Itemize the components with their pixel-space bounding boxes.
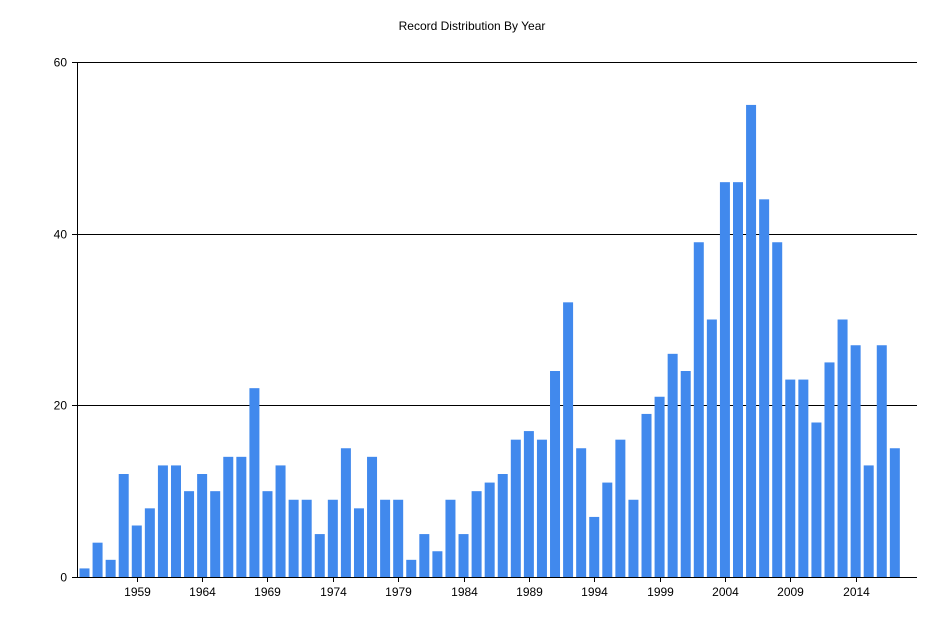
x-tick-label-2014: 2014 [843, 585, 870, 599]
bar-1997 [628, 499, 639, 577]
bar-2001 [680, 371, 691, 577]
bar-1970 [275, 465, 286, 577]
bar-2008 [772, 242, 783, 577]
bar-1989 [523, 431, 534, 577]
x-tick-label-2004: 2004 [712, 585, 739, 599]
chart-title: Record Distribution By Year [399, 19, 546, 33]
bar-1982 [432, 551, 443, 577]
bar-2006 [746, 104, 757, 578]
x-tick-label-1959: 1959 [124, 585, 151, 599]
bar-1985 [471, 491, 482, 577]
bar-2005 [733, 182, 743, 578]
axes [72, 62, 917, 582]
bar-1992 [563, 302, 574, 577]
bar-1958 [118, 474, 129, 577]
bar-1965 [210, 491, 221, 577]
bar-1972 [301, 499, 312, 577]
bar-2017 [889, 448, 900, 577]
x-tick-label-1984: 1984 [451, 585, 478, 599]
x-tick-label-1989: 1989 [516, 585, 543, 599]
bar-1963 [184, 491, 195, 577]
bar-1973 [314, 534, 325, 577]
bar-2000 [667, 353, 678, 577]
bar-1968 [249, 388, 260, 577]
x-tick-label-1969: 1969 [254, 585, 281, 599]
bar-2007 [759, 199, 770, 577]
y-tick-labels: 0 20 40 60 [54, 56, 68, 585]
bar-1994 [589, 516, 600, 577]
bar-1967 [236, 456, 247, 577]
bar-2015 [863, 465, 874, 577]
bar-1993 [576, 448, 587, 577]
bar-1996 [615, 439, 626, 577]
bar-2009 [785, 379, 796, 577]
y-tick-label-60: 60 [54, 56, 68, 70]
x-tick-label-1974: 1974 [320, 585, 347, 599]
bar-1955 [79, 568, 90, 577]
bar-2011 [811, 422, 822, 577]
x-tick-label-1999: 1999 [647, 585, 674, 599]
bar-2010 [798, 379, 809, 577]
bar-1995 [602, 482, 613, 577]
bar-1957 [105, 559, 116, 577]
bar-1959 [131, 525, 142, 577]
y-tick-label-0: 0 [60, 571, 67, 585]
bar-2002 [693, 242, 704, 577]
bar-1984 [458, 534, 469, 577]
bar-2004 [719, 182, 730, 578]
bars [79, 104, 900, 578]
bar-2014 [850, 345, 861, 577]
bar-1981 [419, 534, 430, 577]
x-tick-label-1994: 1994 [581, 585, 608, 599]
bar-1971 [288, 499, 299, 577]
bar-1978 [380, 499, 391, 577]
bar-1999 [654, 396, 665, 577]
bar-1998 [641, 413, 652, 577]
x-tick-labels: 1959 1964 1969 1974 1979 1984 1989 1994 1999 2004… [124, 585, 870, 599]
bar-1956 [92, 542, 103, 577]
bar-1974 [327, 499, 338, 577]
y-tick-label-40: 40 [54, 228, 68, 242]
bar-1962 [170, 465, 181, 577]
x-tick-label-2009: 2009 [777, 585, 804, 599]
bar-1987 [497, 474, 508, 577]
grid-lines [77, 62, 917, 406]
bar-1990 [536, 439, 547, 577]
bar-1975 [340, 448, 351, 577]
bar-2012 [824, 362, 835, 577]
bar-1983 [445, 499, 456, 577]
bar-1979 [393, 499, 404, 577]
bar-1977 [367, 456, 378, 577]
bar-1966 [223, 456, 234, 577]
bar-1980 [406, 559, 417, 577]
bar-2016 [876, 345, 887, 577]
bar-1969 [262, 491, 273, 577]
bar-1976 [353, 508, 364, 577]
x-tick-label-1979: 1979 [385, 585, 412, 599]
bar-1961 [157, 465, 168, 577]
y-tick-label-20: 20 [54, 399, 68, 413]
bar-2003 [706, 319, 717, 577]
bar-1988 [510, 439, 521, 577]
bar-1964 [197, 474, 208, 577]
x-tick-label-1964: 1964 [189, 585, 216, 599]
bar-1960 [144, 508, 155, 577]
bar-2013 [837, 319, 848, 577]
bar-1991 [550, 371, 561, 577]
bar-1986 [484, 482, 495, 577]
